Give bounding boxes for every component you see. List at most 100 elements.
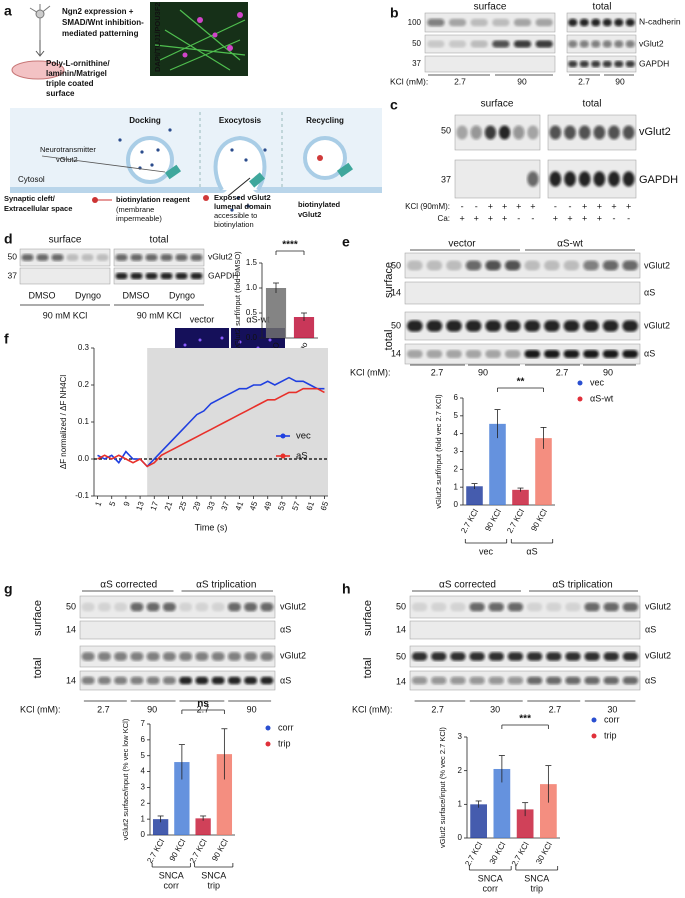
label: -	[517, 213, 520, 223]
blot-band	[513, 18, 532, 27]
blot-band	[492, 40, 510, 48]
blot-band	[614, 40, 624, 48]
blot-band	[526, 652, 543, 661]
bar	[540, 784, 557, 838]
blot-band	[485, 320, 501, 332]
blot	[409, 670, 641, 691]
label: lumenal domain	[214, 202, 272, 211]
label: Dyngo	[169, 290, 195, 300]
blot	[404, 252, 641, 279]
blot-band	[583, 350, 599, 358]
neuron-soma	[35, 9, 45, 19]
blot-band	[602, 320, 619, 332]
label: 14	[66, 675, 76, 685]
x-tick-label: 30 KCl	[488, 840, 508, 865]
y-tick-label: 5	[454, 411, 459, 420]
label: total	[383, 330, 395, 351]
group-label: SNCA	[201, 870, 226, 880]
dish	[11, 60, 65, 80]
label: 50	[391, 260, 401, 270]
legend-marker	[265, 725, 271, 731]
label: αS	[280, 624, 291, 634]
x-tick-label: 2.7 KCl	[505, 507, 526, 534]
label: αS	[644, 348, 655, 358]
blot-band	[565, 652, 581, 661]
blot-band	[406, 350, 423, 358]
blot	[424, 12, 556, 33]
x-tick-label: 13	[134, 500, 146, 512]
label: +	[459, 213, 464, 223]
label: b	[390, 5, 399, 21]
bar	[535, 438, 552, 505]
label: -	[475, 201, 478, 211]
y-tick-label: 3	[458, 732, 463, 741]
label: KCl (mM):	[390, 76, 428, 86]
y-tick-label: 0.3	[78, 343, 90, 352]
blot-band	[427, 18, 445, 27]
bar	[174, 762, 190, 835]
blot	[404, 311, 641, 341]
micrograph-neurites	[154, 9, 246, 71]
y-tick-label: 0.1	[78, 417, 90, 426]
label: surface	[49, 235, 82, 246]
blot-band	[549, 171, 562, 187]
y-axis-label: vGlut2 surf/input (fold DMSO)	[233, 251, 242, 350]
blot-band	[81, 254, 94, 261]
blot-band	[81, 652, 95, 661]
legend-label: trip	[278, 738, 291, 748]
blot-band	[21, 254, 34, 261]
x-tick-label: 17	[149, 500, 161, 512]
label: c	[390, 97, 398, 113]
label: +	[611, 201, 616, 211]
y-axis-label: vGlut2 surf/input (fold vec 2.7 KCl)	[434, 394, 443, 509]
blot-band	[504, 260, 521, 271]
blot	[424, 55, 556, 73]
blot-band	[563, 260, 580, 271]
label: 14	[396, 676, 406, 686]
blot-band	[527, 171, 539, 187]
y-tick-label: -0.1	[75, 491, 89, 500]
blot	[409, 595, 641, 619]
label: DAPI/TUJ1/POU3F2	[153, 2, 162, 72]
label: +	[516, 201, 521, 211]
blot-band	[565, 602, 581, 612]
blot-band	[485, 260, 501, 271]
blot-band	[622, 171, 635, 187]
blot-band	[244, 652, 258, 661]
blot	[566, 12, 637, 33]
blot-band	[579, 40, 589, 48]
label: +	[530, 201, 535, 211]
legend-marker	[280, 433, 286, 439]
significance-label: ****	[282, 240, 298, 251]
y-tick-label: 0	[454, 500, 459, 509]
legend-marker	[280, 453, 286, 459]
label: 90 mM KCl	[137, 310, 182, 320]
blot	[404, 281, 641, 305]
label: f	[4, 331, 9, 347]
vesicle	[126, 136, 174, 184]
blot-band	[469, 676, 485, 685]
label: +	[597, 213, 602, 223]
label: vGlut2	[280, 650, 306, 660]
y-tick-label: 0.0	[246, 333, 258, 342]
x-tick-label: 21	[163, 500, 175, 512]
transporter	[336, 162, 354, 178]
blot-band	[227, 602, 241, 612]
label: 14	[391, 287, 401, 297]
group-label: αS	[526, 546, 537, 556]
y-tick-label: 1	[141, 814, 146, 823]
label: -	[531, 213, 534, 223]
blot-band	[568, 18, 578, 27]
legend-label: corr	[278, 722, 294, 732]
label: +	[502, 213, 507, 223]
y-tick-label: 7	[141, 719, 146, 728]
blot-band	[524, 320, 541, 332]
y-tick-label: 1	[458, 799, 463, 808]
label: 90	[517, 76, 527, 86]
blot-band	[584, 652, 600, 661]
x-tick-label: 61	[305, 500, 317, 512]
group-label: corr	[164, 880, 180, 890]
blot-band	[578, 125, 591, 140]
bar	[293, 317, 315, 338]
blot-band	[526, 602, 543, 612]
